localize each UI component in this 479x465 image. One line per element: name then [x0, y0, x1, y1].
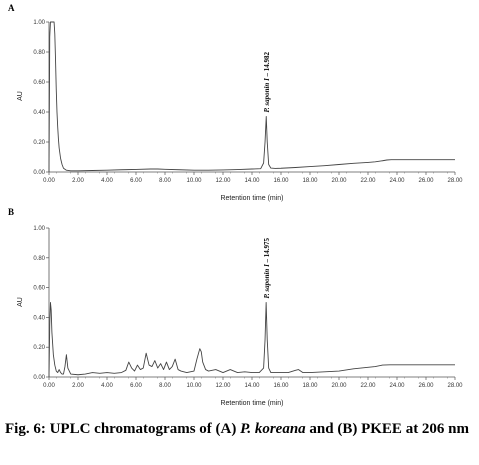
peak-annotation: P. saponin I – 14.975 — [263, 237, 271, 298]
y-tick-label: 0.80 — [33, 50, 45, 56]
x-tick-label: 2.00 — [72, 178, 84, 184]
x-tick-label: 12.00 — [215, 383, 231, 389]
y-tick-label: 0.00 — [33, 375, 45, 381]
x-tick-label: 28.00 — [447, 383, 463, 389]
x-tick-label: 14.00 — [244, 178, 260, 184]
x-tick-label: 26.00 — [418, 383, 434, 389]
y-tick-label: 0.60 — [33, 286, 45, 292]
x-tick-label: 10.00 — [186, 383, 202, 389]
y-tick-label: 0.60 — [33, 80, 45, 86]
chromatogram-trace — [48, 21, 455, 173]
peak-annotation: P. saponin I – 14.982 — [263, 51, 271, 112]
y-tick-label: 0.40 — [33, 110, 45, 116]
x-tick-label: 26.00 — [418, 178, 434, 184]
x-tick-label: 2.00 — [72, 383, 84, 389]
x-tick-label: 8.00 — [159, 383, 171, 389]
panel-letter: A — [8, 3, 15, 13]
x-tick-label: 28.00 — [447, 178, 463, 184]
y-tick-label: 0.00 — [33, 170, 45, 176]
x-tick-label: 18.00 — [302, 383, 318, 389]
x-tick-label: 20.00 — [331, 178, 347, 184]
x-tick-label: 22.00 — [360, 178, 376, 184]
panel-letter: B — [8, 207, 14, 217]
x-tick-label: 16.00 — [273, 178, 289, 184]
x-tick-label: 24.00 — [389, 383, 405, 389]
y-tick-label: 1.00 — [33, 20, 45, 26]
caption-text-start: Fig. 6: UPLC chromatograms of (A) — [5, 421, 241, 437]
y-tick-label: 0.40 — [33, 315, 45, 321]
x-tick-label: 20.00 — [331, 383, 347, 389]
x-tick-label: 0.00 — [43, 383, 55, 389]
caption-species-name: P. koreana — [240, 421, 306, 437]
y-axis-title: AU — [17, 297, 24, 307]
y-axis-title: AU — [17, 91, 24, 101]
x-tick-label: 14.00 — [244, 383, 260, 389]
x-tick-label: 6.00 — [130, 178, 142, 184]
x-tick-label: 8.00 — [159, 178, 171, 184]
x-tick-label: 12.00 — [215, 178, 231, 184]
x-tick-label: 22.00 — [360, 383, 376, 389]
chromatogram-panel-a: A 0.00 0.20 0.40 0.60 0.80 1.00 0.00 2.00 4.00 6.0… — [8, 3, 463, 202]
x-tick-label: 0.00 — [43, 178, 55, 184]
chromatogram-trace — [48, 302, 455, 378]
x-tick-label: 16.00 — [273, 383, 289, 389]
x-tick-label: 6.00 — [130, 383, 142, 389]
y-tick-label: 0.20 — [33, 140, 45, 146]
y-tick-label: 0.20 — [33, 345, 45, 351]
y-tick-label: 0.80 — [33, 256, 45, 262]
x-tick-label: 4.00 — [101, 383, 113, 389]
x-tick-label: 24.00 — [389, 178, 405, 184]
x-axis-title: Retention time (min) — [220, 400, 283, 407]
chromatogram-panel-b: B 0.00 0.20 0.40 0.60 0.80 1.00 0.00 2.00 4.00 6.0… — [8, 207, 463, 407]
x-tick-label: 4.00 — [101, 178, 113, 184]
x-axis-title: Retention time (min) — [220, 195, 283, 202]
x-tick-label: 10.00 — [186, 178, 202, 184]
y-tick-label: 1.00 — [33, 226, 45, 232]
x-tick-label: 18.00 — [302, 178, 318, 184]
figure-caption: Fig. 6: UPLC chromatograms of (A) P. kor… — [5, 419, 475, 440]
caption-text-end: and (B) PKEE at 206 nm — [305, 421, 470, 437]
